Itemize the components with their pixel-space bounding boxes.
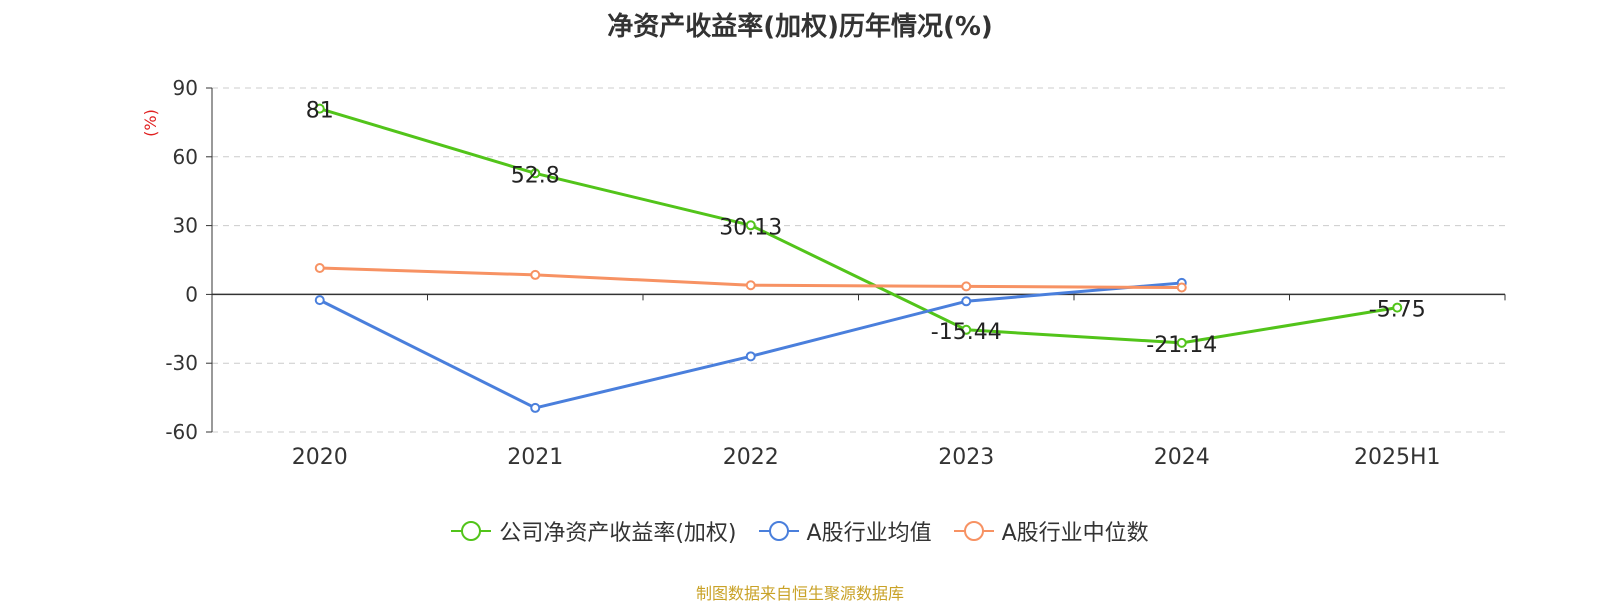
series-lines — [314, 103, 1403, 413]
y-tick-label: -60 — [165, 420, 198, 444]
data-labels: 81 52.8 30.13 -15.44 -21.14 -5.75 — [306, 99, 1426, 358]
data-label: 81 — [306, 99, 334, 124]
legend-label-industry-median: A股行业中位数 — [1001, 521, 1149, 546]
y-tick-label: 30 — [173, 214, 198, 238]
data-point-1 — [961, 296, 972, 307]
legend-marker-industry-mean — [758, 521, 799, 541]
axes: 90 60 30 0 -30 -60 (%) 2020 2021 2022 2023 2024 2025… — [141, 76, 1506, 470]
data-point-2 — [314, 263, 325, 274]
x-tick-label: 2021 — [507, 445, 563, 470]
data-label: -15.44 — [931, 320, 1002, 345]
x-tick-label: 2022 — [723, 445, 779, 470]
series-line-0 — [319, 107, 1398, 345]
data-point-0 — [530, 168, 541, 179]
data-label: 30.13 — [719, 215, 782, 240]
chart-title: 净资产收益率(加权)历年情况(%) — [607, 12, 993, 42]
y-axis-title: (%) — [141, 109, 160, 137]
legend-marker-company — [451, 521, 492, 541]
data-point-0 — [1176, 337, 1187, 348]
legend-marker-industry-median — [953, 521, 994, 541]
y-tick-label: 60 — [173, 145, 198, 169]
data-point-1 — [745, 351, 756, 362]
legend-item-company[interactable]: 公司净资产收益率(加权) — [451, 515, 737, 547]
x-tick-label: 2023 — [938, 445, 994, 470]
data-point-1 — [314, 295, 325, 306]
data-point-2 — [530, 269, 541, 280]
data-label: 52.8 — [511, 163, 560, 188]
data-point-2 — [961, 281, 972, 292]
x-tick-label: 2025H1 — [1354, 445, 1441, 470]
legend-label-company: 公司净资产收益率(加权) — [499, 521, 737, 546]
source-note: 制图数据来自恒生聚源数据库 — [695, 584, 904, 603]
legend-item-industry-median[interactable]: A股行业中位数 — [953, 515, 1149, 547]
data-point-2 — [745, 280, 756, 291]
y-tick-label: 0 — [185, 282, 198, 306]
data-point-0 — [745, 220, 756, 231]
data-label: -21.14 — [1146, 333, 1217, 358]
data-point-2 — [1176, 282, 1187, 293]
data-point-1 — [530, 402, 541, 413]
y-tick-label: -30 — [165, 351, 198, 375]
data-label: -5.75 — [1369, 298, 1426, 323]
grid-lines — [212, 87, 1505, 433]
data-point-0 — [1392, 302, 1403, 313]
y-tick-label: 90 — [173, 76, 198, 100]
series-line-1 — [319, 281, 1182, 410]
x-tick-label: 2020 — [292, 445, 348, 470]
legend: 公司净资产收益率(加权) A股行业均值 A股行业中位数 — [0, 515, 1600, 547]
data-point-0 — [314, 103, 325, 114]
x-tick-label: 2024 — [1154, 445, 1210, 470]
data-point-0 — [961, 324, 972, 335]
legend-item-industry-mean[interactable]: A股行业均值 — [758, 515, 932, 547]
legend-label-industry-mean: A股行业均值 — [806, 521, 932, 546]
